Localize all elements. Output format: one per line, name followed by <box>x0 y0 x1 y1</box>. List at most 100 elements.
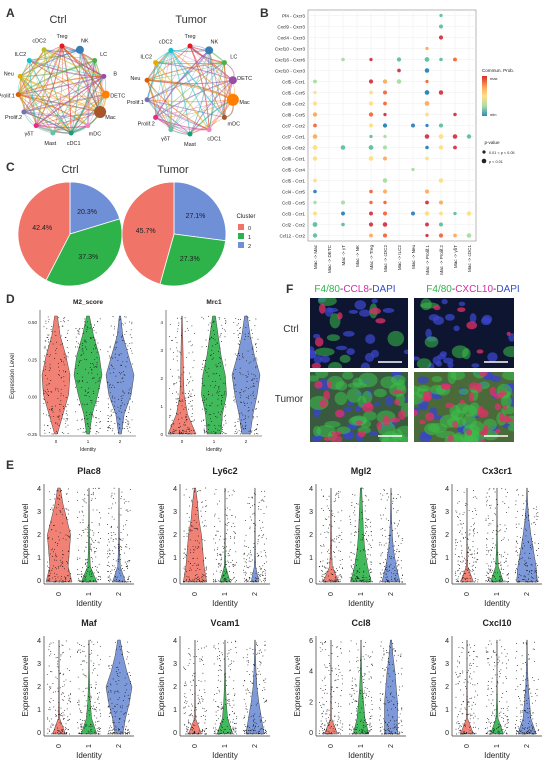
cell-dot <box>252 719 254 721</box>
cell-dot <box>98 432 100 434</box>
cell-dot <box>466 568 468 570</box>
cell-dot <box>93 580 94 582</box>
cell-dot <box>362 548 364 550</box>
cell-dot <box>125 732 127 734</box>
cell-dot <box>320 704 322 706</box>
cell-dot <box>108 576 110 578</box>
cell-dot <box>255 318 257 320</box>
cell-dot <box>193 733 195 735</box>
cell-dot <box>248 503 250 504</box>
chemokine-stain <box>314 337 324 347</box>
cell-dot <box>95 681 97 683</box>
cell-type-node <box>41 47 47 53</box>
cell-dot <box>110 526 112 527</box>
cell-dot <box>118 680 120 682</box>
cell-dot <box>201 382 203 384</box>
cell-dot <box>521 547 523 549</box>
cell-type-node <box>187 43 193 49</box>
cell-dot <box>126 330 128 332</box>
cell-dot <box>128 389 130 391</box>
cell-dot <box>216 392 218 394</box>
cell-type-node <box>33 123 39 129</box>
cell-dot <box>197 694 199 696</box>
y-tick-label: 3 <box>160 348 163 353</box>
cell-dot <box>228 649 230 651</box>
cell-dot <box>514 570 516 572</box>
cell-dot <box>184 330 186 332</box>
cell-dot <box>80 729 82 730</box>
cell-dot <box>83 674 85 676</box>
cell-dot <box>88 726 90 728</box>
cell-dot <box>93 327 95 328</box>
cell-dot <box>76 380 78 382</box>
violin-body <box>219 487 231 583</box>
cell-dot <box>221 557 223 559</box>
nucleus <box>487 352 498 362</box>
cell-dot <box>465 562 466 564</box>
cell-dot <box>108 561 110 563</box>
cell-dot <box>337 733 339 735</box>
cell-dot <box>254 378 256 380</box>
cell-dot <box>234 516 236 518</box>
cell-dot <box>68 700 70 701</box>
cell-dot <box>266 731 268 733</box>
cell-dot <box>220 334 222 336</box>
cell-dot <box>213 333 215 335</box>
cell-dot <box>454 553 456 555</box>
cell-dot <box>220 425 222 427</box>
cell-dot <box>205 733 207 735</box>
cell-dot <box>233 490 235 492</box>
cell-dot <box>224 336 226 338</box>
cell-dot <box>220 554 222 556</box>
cell-dot <box>118 544 120 546</box>
cell-dot <box>222 654 223 656</box>
cell-dot <box>246 397 248 399</box>
cell-dot <box>331 733 333 735</box>
cell-dot <box>169 433 171 435</box>
cell-dot <box>204 728 206 730</box>
micrograph-tumor-cxcl10 <box>414 372 514 442</box>
cell-dot <box>338 669 340 670</box>
cell-dot <box>254 713 256 715</box>
cell-dot <box>52 433 54 435</box>
cell-dot <box>524 560 526 562</box>
cell-dot <box>78 578 79 580</box>
cell-dot <box>92 493 94 495</box>
cell-dot <box>229 733 231 735</box>
cell-dot <box>175 429 177 431</box>
cell-dot <box>183 701 185 703</box>
cell-dot <box>244 561 246 563</box>
cell-dot <box>126 566 128 567</box>
cell-dot <box>495 514 496 516</box>
pie-slice-label: 20.3% <box>77 209 97 216</box>
y-tick-label: 0 <box>37 578 41 585</box>
cell-dot <box>203 318 205 320</box>
violin-body <box>112 487 126 583</box>
cell-dot <box>506 581 508 583</box>
y-tick-label: 3 <box>37 509 41 516</box>
cell-dot <box>222 574 224 576</box>
cell-dot <box>100 713 102 715</box>
cell-dot <box>262 655 264 657</box>
cell-dot <box>326 531 328 533</box>
cell-dot <box>200 696 202 697</box>
cell-dot <box>472 511 473 512</box>
cell-dot <box>185 419 187 420</box>
cell-dot <box>397 523 399 525</box>
cell-dot <box>60 358 61 360</box>
cell-dot <box>218 675 220 677</box>
cell-dot <box>59 559 61 561</box>
cell-dot <box>231 641 233 643</box>
cell-dot <box>235 384 237 386</box>
cell-dot <box>98 692 100 694</box>
cell-dot <box>386 554 388 556</box>
cell-dot <box>212 322 214 323</box>
cell-dot <box>205 365 206 367</box>
cell-dot <box>121 397 123 399</box>
cell-dot <box>252 653 254 655</box>
cell-dot <box>59 733 61 735</box>
dash: - <box>493 284 497 295</box>
cell-dot <box>109 683 111 685</box>
cell-dot <box>216 655 218 657</box>
cell-dot <box>109 553 111 555</box>
